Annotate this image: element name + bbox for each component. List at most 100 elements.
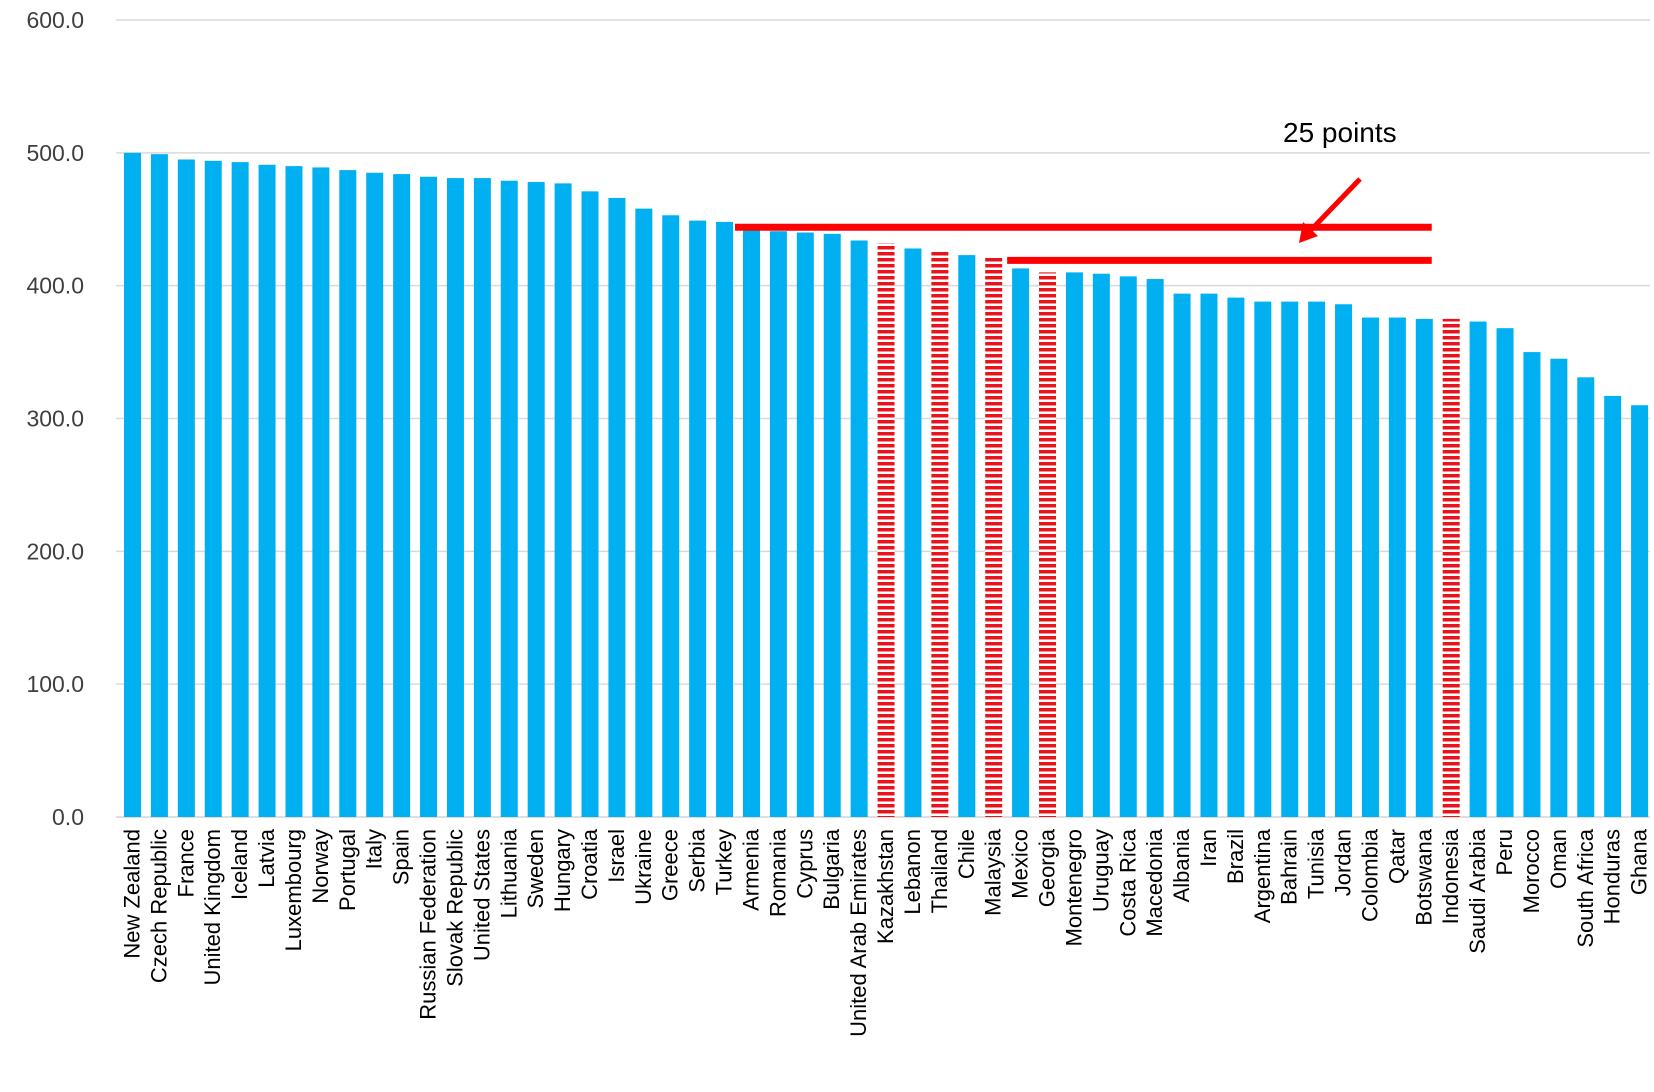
x-tick-label: Russian Federation xyxy=(416,829,441,1020)
bar xyxy=(1577,377,1595,817)
bar-highlighted xyxy=(931,249,949,818)
bar xyxy=(1415,318,1433,817)
bar xyxy=(850,240,868,818)
x-tick-label: Israel xyxy=(604,829,629,883)
bar xyxy=(1523,352,1541,817)
y-tick-label: 400.0 xyxy=(26,273,84,299)
bar xyxy=(635,208,653,817)
x-tick-label: Jordan xyxy=(1331,829,1356,896)
y-axis: 0.0 100.0 200.0 300.0 400.0 500.0 600.0 xyxy=(26,7,84,830)
bar xyxy=(124,152,141,818)
bar xyxy=(312,167,330,817)
bar xyxy=(231,162,249,818)
bar xyxy=(1496,328,1514,817)
bar xyxy=(1550,358,1568,817)
bar xyxy=(473,178,491,818)
x-tick-label: Hungary xyxy=(550,829,575,912)
bar xyxy=(177,159,195,818)
x-tick-label: Armenia xyxy=(738,828,763,911)
bar xyxy=(958,255,976,818)
y-tick-label: 500.0 xyxy=(26,140,84,166)
bar xyxy=(366,172,384,818)
x-tick-label: Croatia xyxy=(577,828,602,900)
x-tick-label: Spain xyxy=(389,829,414,885)
bar xyxy=(823,233,841,817)
x-tick-label: Norway xyxy=(308,829,333,904)
x-tick-label: Indonesia xyxy=(1438,828,1463,924)
bar xyxy=(689,220,707,817)
bar xyxy=(446,178,464,818)
x-tick-label: Costa Rica xyxy=(1115,828,1140,936)
x-tick-label: Greece xyxy=(658,829,683,901)
x-tick-label: Morocco xyxy=(1519,829,1544,913)
bar-highlighted xyxy=(877,243,895,817)
bar-highlighted xyxy=(1039,272,1057,818)
x-tick-label: Argentina xyxy=(1250,828,1275,923)
x-tick-label: Portugal xyxy=(335,829,360,911)
bar-highlighted xyxy=(985,257,1003,817)
bar xyxy=(1227,297,1245,817)
x-tick-label: Chile xyxy=(954,829,979,879)
x-tick-label: Slovak Republic xyxy=(442,829,467,987)
x-tick-label: Sweden xyxy=(523,829,548,909)
bar xyxy=(1388,317,1406,817)
x-tick-label: Serbia xyxy=(685,828,710,892)
y-tick-label: 100.0 xyxy=(26,671,84,697)
bar xyxy=(150,154,168,817)
bar xyxy=(742,229,760,818)
x-tick-label: Peru xyxy=(1492,829,1517,875)
bar xyxy=(1065,272,1083,818)
bar xyxy=(904,248,922,817)
x-tick-label: Romania xyxy=(765,828,790,917)
x-tick-label: Montenegro xyxy=(1061,829,1086,946)
bar xyxy=(608,197,626,817)
x-tick-label: Ukraine xyxy=(631,829,656,905)
x-tick-label: Kazakhstan xyxy=(873,829,898,944)
bar xyxy=(1146,279,1164,817)
bar xyxy=(1361,317,1379,817)
bar xyxy=(1254,301,1272,817)
x-tick-label: South Africa xyxy=(1573,828,1598,947)
y-tick-label: 200.0 xyxy=(26,538,84,564)
x-tick-label: Malaysia xyxy=(981,828,1006,916)
x-tick-label: Thailand xyxy=(927,829,952,913)
x-tick-label: Brazil xyxy=(1223,829,1248,884)
x-tick-label: Honduras xyxy=(1600,829,1625,924)
bar xyxy=(1281,301,1299,817)
bar xyxy=(339,170,357,817)
x-tick-label: Luxembourg xyxy=(281,829,306,951)
x-tick-label: Turkey xyxy=(712,829,737,895)
bar xyxy=(796,232,814,818)
bar xyxy=(1012,268,1030,818)
x-tick-label: Ghana xyxy=(1627,828,1652,895)
x-tick-label: New Zealand xyxy=(120,829,145,959)
annotations: 25 points xyxy=(735,117,1432,264)
bar-highlighted xyxy=(1442,318,1460,817)
x-tick-label: Saudi Arabia xyxy=(1465,828,1490,954)
x-tick-label: Iran xyxy=(1196,829,1221,867)
bar xyxy=(554,183,572,817)
x-tick-label: Mexico xyxy=(1008,829,1033,899)
bar xyxy=(1092,273,1110,817)
x-tick-label: United Kingdom xyxy=(200,829,225,986)
bar xyxy=(716,221,734,817)
x-tick-label: Georgia xyxy=(1035,828,1060,907)
x-tick-label: Czech Republic xyxy=(146,829,171,983)
bar xyxy=(527,182,545,818)
x-tick-label: United Arab Emirates xyxy=(846,829,871,1037)
x-tick-label: Oman xyxy=(1546,829,1571,889)
bar xyxy=(1604,395,1622,817)
annotation-label: 25 points xyxy=(1283,117,1397,148)
bar xyxy=(258,164,276,817)
bar xyxy=(662,215,680,817)
bar xyxy=(1119,276,1137,817)
x-tick-label: Iceland xyxy=(227,829,252,900)
x-tick-label: Bulgaria xyxy=(819,828,844,909)
x-tick-label: Italy xyxy=(362,829,387,869)
x-tick-label: United States xyxy=(469,829,494,961)
x-tick-label: Tunisia xyxy=(1304,828,1329,899)
x-tick-label: Bahrain xyxy=(1277,829,1302,905)
x-tick-label: Uruguay xyxy=(1088,829,1113,912)
bar xyxy=(1631,405,1649,817)
